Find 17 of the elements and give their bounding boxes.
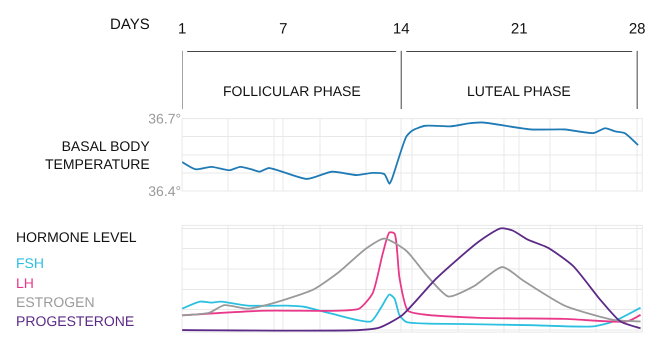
text: PROGESTERONE <box>16 313 134 329</box>
x-tick-label: 7 <box>279 20 288 38</box>
y-tick-label: 36.4° <box>148 182 182 199</box>
line-series <box>182 122 639 185</box>
x-tick-label: 28 <box>628 20 646 38</box>
x-tick-label: 14 <box>392 20 410 38</box>
text: LUTEAL PHASE <box>467 83 571 99</box>
x-tick-label: 1 <box>178 20 186 38</box>
y-axis-title: BASAL BODY TEMPERATURE <box>45 138 150 172</box>
text: FOLLICULAR PHASE <box>223 83 361 99</box>
text: ESTROGEN <box>16 294 95 310</box>
y-tick-label: 36.7° <box>148 110 182 126</box>
text: LH <box>16 275 34 291</box>
text: FSH <box>16 255 44 271</box>
x-axis-title: DAYS <box>110 16 150 33</box>
y-axis-title: HORMONE LEVEL <box>16 229 137 245</box>
x-tick-label: 21 <box>510 20 528 38</box>
